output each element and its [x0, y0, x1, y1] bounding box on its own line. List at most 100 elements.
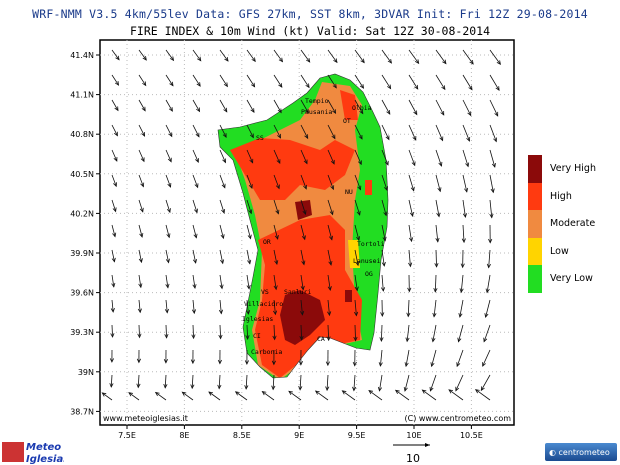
wind-arrow [408, 124, 417, 141]
lon-label: 8.5E [233, 431, 251, 440]
wind-arrow [300, 274, 305, 291]
wind-arrow [489, 74, 500, 91]
svg-text:Iglesias: Iglesias [26, 454, 64, 464]
wind-arrow [432, 299, 437, 318]
wind-arrow [246, 49, 256, 63]
wind-arrow [486, 249, 491, 269]
lon-label: 8E [179, 431, 189, 440]
legend-swatch [528, 182, 542, 210]
wind-arrow [404, 349, 410, 368]
legend: Very High High Moderate Low Very Low [528, 155, 596, 293]
wind-arrow [380, 299, 385, 317]
wind-arrow [462, 124, 471, 142]
wind-arrow [474, 389, 491, 401]
wind-arrow [111, 199, 117, 213]
wind-arrow [246, 99, 255, 113]
wind-arrow [462, 199, 467, 219]
wind-arrow [354, 74, 365, 89]
wind-arrow [273, 299, 278, 316]
wind-arrow [298, 349, 303, 366]
wind-arrow [138, 199, 144, 213]
wind-arrow [111, 49, 120, 61]
wind-arrow [431, 324, 437, 343]
lat-label: 39.6N [70, 289, 94, 298]
wind-arrow [408, 249, 413, 268]
wind-arrow [325, 349, 330, 367]
wind-reference-label: 10 [406, 452, 420, 465]
wind-arrow [190, 374, 195, 390]
wind-arrow [128, 392, 140, 401]
wind-arrow [435, 49, 447, 65]
wind-arrow [489, 124, 498, 143]
watermark-right: (C) www.centrometeo.com [405, 414, 512, 423]
wind-arrow [192, 199, 198, 214]
wind-arrow [246, 249, 252, 265]
wind-arrow [101, 392, 113, 401]
wind-arrow [110, 324, 115, 338]
wind-arrow [192, 274, 197, 289]
wind-arrow [273, 74, 283, 88]
wind-arrow [429, 374, 437, 392]
lat-label: 40.8N [70, 130, 94, 139]
wind-arrow [234, 391, 248, 401]
wind-arrow [435, 174, 442, 193]
wind-arrow [408, 224, 414, 243]
wind-arrow [435, 74, 446, 91]
wind-arrow [165, 74, 174, 87]
wind-arrow [192, 249, 198, 264]
lat-label: 41.4N [70, 51, 94, 60]
wind-arrow [165, 49, 175, 62]
town-label: Tempio [305, 97, 329, 105]
wind-arrow [354, 199, 361, 216]
lat-label: 38.7N [70, 407, 94, 416]
wind-arrow [460, 249, 465, 269]
wind-arrow [484, 299, 491, 319]
wind-arrow [327, 124, 336, 140]
wind-arrow [325, 374, 330, 392]
lat-label: 40.2N [70, 209, 94, 218]
legend-label: Moderate [550, 218, 596, 230]
wind-arrow [219, 224, 225, 240]
legend-very-high: Very High [528, 155, 596, 183]
watermark-left: www.meteoiglesias.it [103, 414, 188, 423]
lon-label: 10.5E [460, 431, 483, 440]
wind-arrow [136, 374, 141, 389]
wind-arrow [273, 274, 278, 291]
wind-arrow [368, 390, 383, 401]
wind-arrow [219, 49, 229, 62]
lat-label: 40.5N [70, 170, 94, 179]
lon-label: 9E [294, 431, 304, 440]
wind-arrow [408, 174, 415, 192]
wind-arrow [353, 324, 358, 342]
wind-arrow [163, 349, 168, 364]
wind-arrow [327, 74, 337, 89]
town-label: Sanluri [284, 288, 311, 296]
wind-arrow [217, 349, 222, 365]
wind-arrow [246, 199, 253, 215]
wind-arrow [165, 224, 171, 239]
wind-arrow [462, 99, 472, 117]
wind-arrow [218, 299, 224, 315]
wind-arrow [381, 149, 389, 166]
wind-arrow [327, 224, 333, 241]
wind-arrow [165, 149, 172, 163]
wind-arrow [489, 99, 499, 117]
wind-arrow [271, 374, 276, 391]
wind-arrow [354, 299, 359, 317]
high-area-north [230, 138, 355, 200]
wind-arrow [300, 124, 309, 140]
wind-arrow [489, 149, 496, 168]
wind-arrow [433, 274, 438, 293]
town-label: Lanusei [353, 257, 380, 265]
wind-arrow [163, 374, 168, 389]
wind-arrow [136, 349, 141, 364]
wind-arrow [354, 249, 360, 267]
wind-arrow [462, 49, 474, 65]
wind-arrow [154, 391, 167, 401]
wind-arrow [192, 74, 201, 87]
wind-arrow [462, 74, 473, 91]
wind-arrow [327, 199, 334, 216]
wind-arrow [219, 124, 227, 138]
wind-arrow [298, 374, 303, 391]
